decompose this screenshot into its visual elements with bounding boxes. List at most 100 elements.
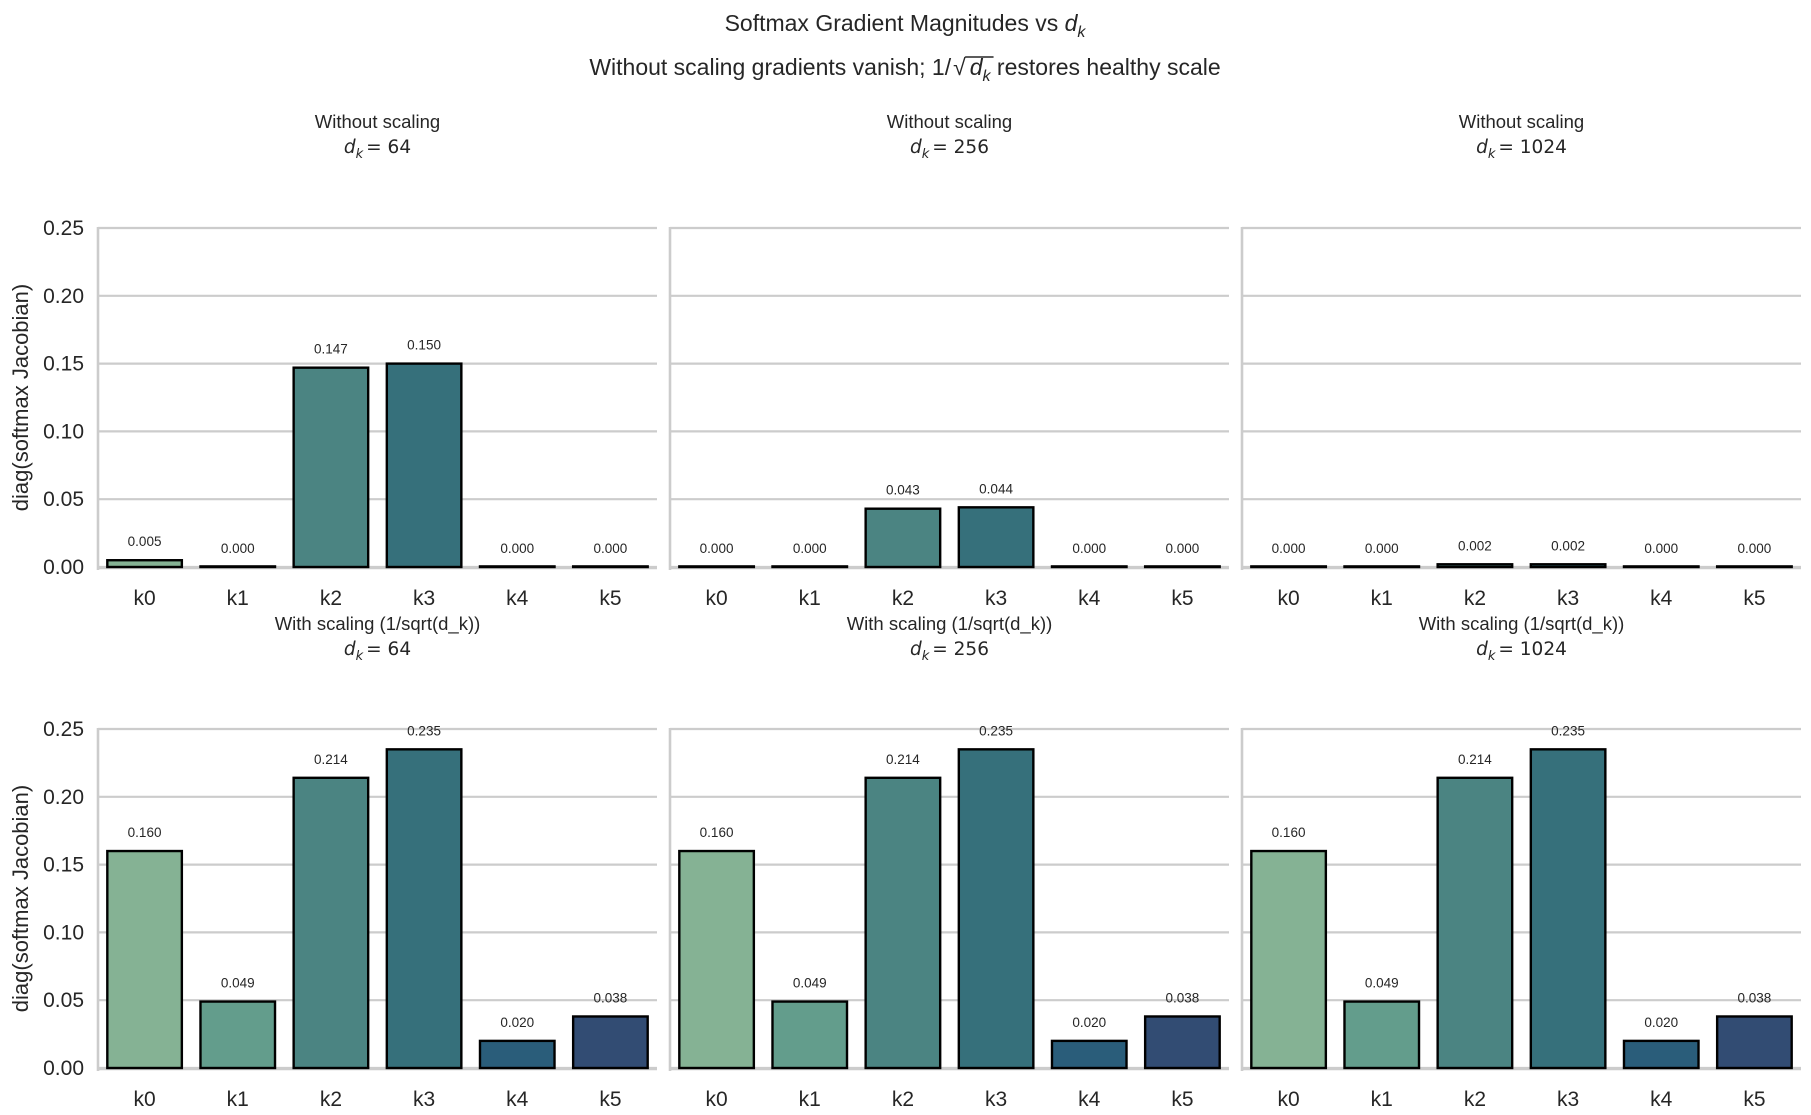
- bar-k2: [292, 366, 370, 569]
- x-tick-label: k0: [1277, 587, 1299, 610]
- bar-value-label: 0.049: [221, 976, 255, 991]
- x-tick-label: k3: [1557, 587, 1579, 610]
- bar-value-label: 0.000: [700, 541, 734, 556]
- x-tick-label: k5: [1171, 587, 1193, 610]
- y-tick-label: 0.10: [43, 420, 84, 443]
- bar-k4: [1050, 1039, 1128, 1070]
- x-tick-label: k3: [1557, 1088, 1579, 1111]
- bar-k2: [1436, 563, 1514, 569]
- bar-k0: [106, 559, 184, 569]
- y-tick-label: 0.00: [43, 556, 84, 579]
- panel-title: Without scaling: [887, 111, 1012, 132]
- x-tick-label: k1: [799, 1088, 821, 1111]
- x-tick-label: k5: [599, 1088, 621, 1111]
- x-tick-label: k0: [705, 587, 727, 610]
- chart-subtitle: Without scaling gradients vanish; 1/√ dk …: [589, 54, 1220, 85]
- x-tick-label: k0: [133, 1088, 155, 1111]
- bar-value-label: 0.000: [500, 541, 534, 556]
- bar-k5: [1715, 565, 1793, 569]
- x-tick-label: k3: [985, 587, 1007, 610]
- panel-dk-label: dk = 64: [344, 639, 411, 664]
- y-tick-label: 0.05: [43, 989, 84, 1012]
- x-tick-label: k0: [133, 587, 155, 610]
- bar-value-label: 0.049: [793, 976, 827, 991]
- bar-value-label: 0.038: [1166, 990, 1200, 1005]
- bar-value-label: 0.043: [886, 483, 920, 498]
- panel-0-1: Without scaling dk = 256 0.000 k0 0.000 k1 0.04…: [668, 111, 1229, 610]
- bar-value-label: 0.000: [1644, 541, 1678, 556]
- x-tick-label: k1: [1371, 1088, 1393, 1111]
- x-tick-label: k4: [1078, 587, 1101, 610]
- bar-k5: [1143, 1015, 1221, 1070]
- x-tick-label: k1: [227, 587, 249, 610]
- panel-title: Without scaling: [315, 111, 440, 132]
- bar-value-label: 0.150: [407, 338, 441, 353]
- bar-k4: [478, 565, 556, 569]
- x-tick-label: k0: [705, 1088, 727, 1111]
- bar-k3: [385, 748, 463, 1070]
- bar-k3: [1529, 748, 1607, 1070]
- y-axis-label: diag(softmax Jacobian): [8, 785, 33, 1012]
- bar-k0: [678, 565, 756, 569]
- bar-k1: [199, 565, 277, 569]
- bar-k2: [292, 776, 370, 1070]
- bar-value-label: 0.235: [979, 723, 1013, 738]
- panel-1-1: With scaling (1/sqrt(d_k)) dk = 256 0.160 k0…: [668, 613, 1229, 1111]
- x-tick-label: k5: [1171, 1088, 1193, 1111]
- bar-value-label: 0.147: [314, 342, 348, 357]
- y-tick-label: 0.20: [43, 786, 84, 809]
- panel-dk-label: dk = 1024: [1476, 639, 1567, 664]
- bar-k0: [106, 849, 184, 1070]
- y-tick-label: 0.25: [43, 718, 84, 741]
- x-tick-label: k2: [892, 1088, 914, 1111]
- bar-value-label: 0.000: [1738, 541, 1772, 556]
- y-tick-label: 0.00: [43, 1057, 84, 1080]
- chart-title: Softmax Gradient Magnitudes vs dk: [725, 10, 1087, 41]
- y-axis-label: diag(softmax Jacobian): [8, 284, 33, 511]
- bar-k4: [478, 1039, 556, 1070]
- bar-value-label: 0.038: [1738, 990, 1772, 1005]
- bar-value-label: 0.000: [594, 541, 628, 556]
- bar-k2: [864, 776, 942, 1070]
- x-tick-label: k3: [413, 1088, 435, 1111]
- bar-value-label: 0.214: [1458, 752, 1492, 767]
- bar-value-label: 0.000: [1072, 541, 1106, 556]
- bar-k0: [1250, 849, 1328, 1070]
- y-tick-label: 0.10: [43, 921, 84, 944]
- svg-text:Without scaling gradients vani: Without scaling gradients vanish; 1/√ dk …: [589, 54, 1220, 85]
- bar-value-label: 0.160: [700, 825, 734, 840]
- bar-value-label: 0.160: [1272, 825, 1306, 840]
- x-tick-label: k4: [506, 587, 529, 610]
- x-tick-label: k5: [599, 587, 621, 610]
- panel-0-2: Without scaling dk = 1024 0.000 k0 0.000 k1 0.0…: [1240, 111, 1801, 610]
- bar-k0: [678, 849, 756, 1070]
- panel-0-0: 0.00 0.05 0.10 0.15 0.20 0.25 diag(softmax Jac…: [8, 111, 657, 610]
- x-tick-label: k5: [1743, 587, 1765, 610]
- x-tick-label: k4: [1650, 1088, 1673, 1111]
- y-tick-label: 0.15: [43, 353, 84, 376]
- bar-value-label: 0.000: [221, 541, 255, 556]
- bar-value-label: 0.044: [979, 481, 1013, 496]
- x-tick-label: k1: [227, 1088, 249, 1111]
- x-tick-label: k2: [320, 1088, 342, 1111]
- bar-k3: [957, 748, 1035, 1070]
- bar-k1: [1343, 1000, 1421, 1070]
- panel-title: Without scaling: [1459, 111, 1584, 132]
- bar-k5: [571, 1015, 649, 1070]
- bar-k3: [957, 506, 1035, 569]
- bar-k2: [1436, 776, 1514, 1070]
- bar-k5: [571, 565, 649, 569]
- x-tick-label: k4: [506, 1088, 529, 1111]
- bar-k3: [1529, 563, 1607, 569]
- y-tick-label: 0.15: [43, 854, 84, 877]
- bar-value-label: 0.049: [1365, 976, 1399, 991]
- bar-k5: [1715, 1015, 1793, 1070]
- x-tick-label: k2: [1464, 587, 1486, 610]
- bar-k4: [1050, 565, 1128, 569]
- bar-value-label: 0.000: [793, 541, 827, 556]
- panels: 0.00 0.05 0.10 0.15 0.20 0.25 diag(softmax Jac…: [8, 111, 1801, 1111]
- y-tick-label: 0.20: [43, 285, 84, 308]
- bar-value-label: 0.214: [314, 752, 348, 767]
- bar-k1: [771, 1000, 849, 1070]
